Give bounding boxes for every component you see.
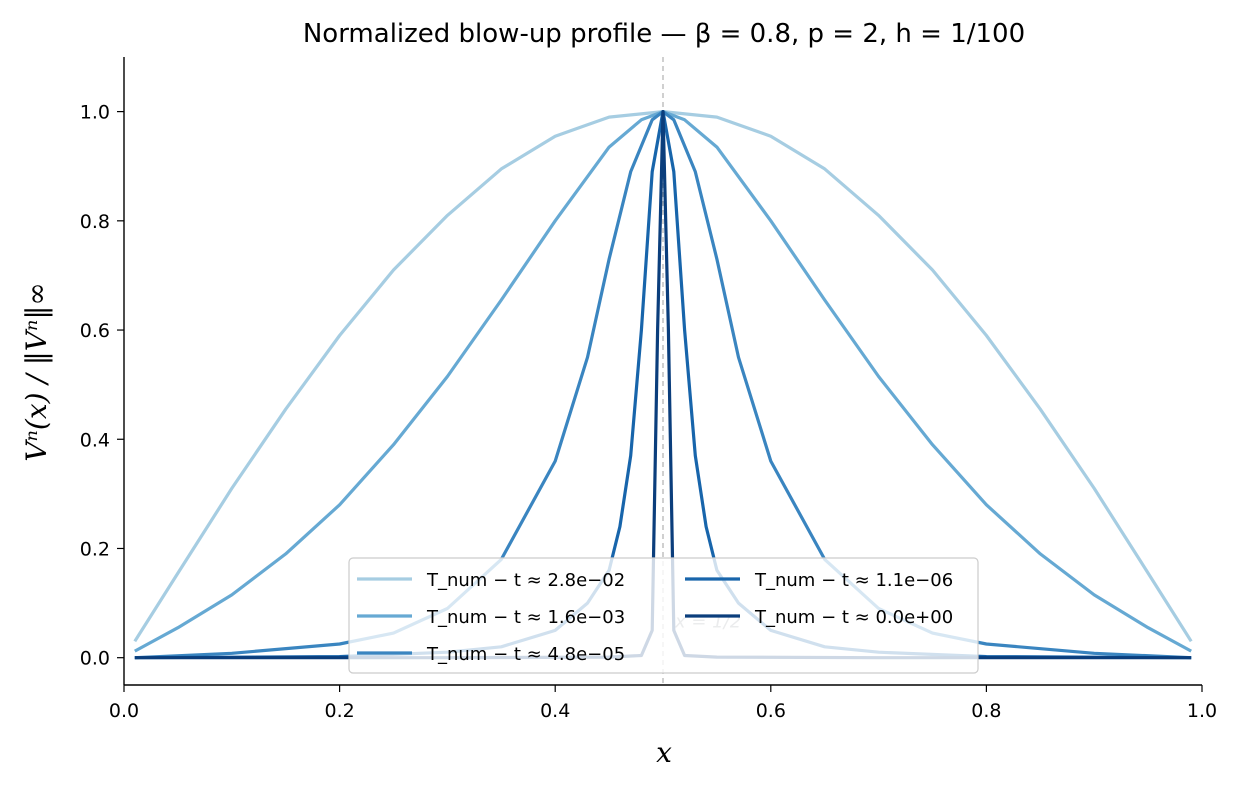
x-tick-label: 0.2	[324, 700, 354, 722]
x-axis-label: x	[656, 736, 672, 769]
y-tick-label: 1.0	[80, 102, 110, 124]
legend-entry-1: T_num − t ≈ 2.8e−02	[426, 570, 625, 591]
chart-title: Normalized blow-up profile — β = 0.8, p …	[303, 19, 1025, 49]
y-tick-label: 0.2	[80, 538, 110, 560]
ticks: 0.0 0.2 0.4 0.6 0.8 1.0 0.0 0.2 0.4 0.6 0.8 1.0	[80, 102, 1217, 722]
legend: T_num − t ≈ 2.8e−02 T_num − t ≈ 1.6e−03 T_…	[348, 557, 979, 674]
y-tick-label: 0.8	[80, 211, 110, 233]
y-tick-label: 0.4	[80, 429, 110, 451]
legend-box	[348, 557, 979, 674]
x-tick-label: 0.8	[971, 700, 1001, 722]
y-axis-label: Vⁿ(x) / ‖Vⁿ‖∞	[20, 282, 53, 461]
x-tick-label: 0.4	[540, 700, 570, 722]
axes	[123, 57, 1202, 686]
y-tick-label: 0.0	[80, 648, 110, 670]
legend-entry-2: T_num − t ≈ 1.6e−03	[426, 607, 625, 628]
legend-entry-3: T_num − t ≈ 4.8e−05	[426, 644, 625, 665]
x-tick-label: 0.0	[109, 700, 139, 722]
y-tick-label: 0.6	[80, 320, 110, 342]
x-tick-label: 1.0	[1187, 700, 1217, 722]
x-tick-label: 0.6	[756, 700, 786, 722]
legend-entry-5: T_num − t ≈ 0.0e+00	[754, 607, 953, 628]
legend-entry-4: T_num − t ≈ 1.1e−06	[754, 570, 953, 591]
